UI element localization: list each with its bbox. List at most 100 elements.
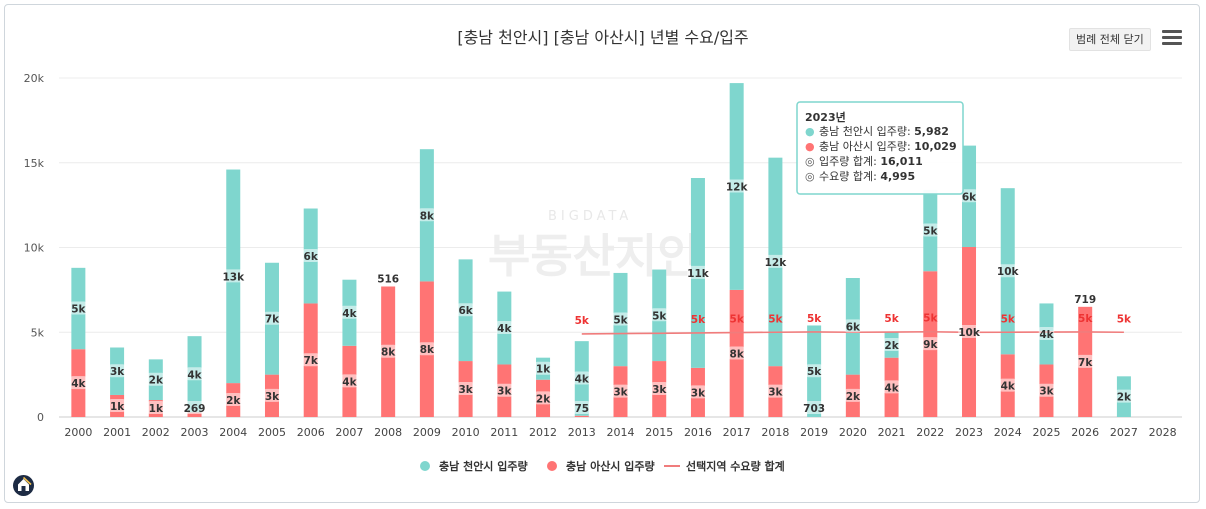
x-tick-label: 2020 bbox=[839, 426, 867, 439]
data-label: 9k bbox=[923, 339, 938, 351]
data-label-bg bbox=[883, 380, 900, 394]
data-label-bg bbox=[535, 391, 551, 405]
demand-label: 5k bbox=[884, 313, 899, 325]
data-label-bg bbox=[457, 303, 474, 317]
data-label: 5k bbox=[807, 366, 822, 378]
data-label-bg bbox=[183, 401, 206, 414]
data-label: 1k bbox=[536, 364, 551, 376]
x-tick-label: 2017 bbox=[723, 426, 751, 439]
x-tick-label: 2010 bbox=[452, 426, 480, 439]
data-label: 8k bbox=[420, 344, 435, 356]
data-label-bg bbox=[186, 367, 203, 381]
data-label-bg bbox=[148, 401, 164, 414]
data-label-bg bbox=[109, 398, 125, 412]
data-label: 75 bbox=[574, 403, 589, 415]
legend-marker bbox=[547, 461, 557, 471]
legend-item[interactable]: 충남 아산시 입주량 bbox=[547, 459, 655, 473]
x-tick-label: 2000 bbox=[64, 426, 92, 439]
demand-label: 5k bbox=[1001, 313, 1016, 325]
x-tick-label: 2004 bbox=[219, 426, 247, 439]
x-tick-label: 2022 bbox=[916, 426, 944, 439]
data-label-bg bbox=[496, 383, 513, 397]
data-label-bg bbox=[574, 401, 590, 414]
data-label-bg bbox=[728, 346, 745, 360]
data-label-bg bbox=[651, 382, 667, 396]
data-label-bg bbox=[303, 353, 319, 367]
data-label: 3k bbox=[1039, 386, 1054, 398]
bar-asan-2003 bbox=[187, 412, 202, 417]
demand-label: 5k bbox=[575, 315, 590, 327]
data-label: 1k bbox=[110, 401, 125, 413]
data-label: 11k bbox=[687, 268, 710, 280]
data-label: 4k bbox=[1001, 381, 1016, 393]
x-tick-label: 2001 bbox=[103, 426, 131, 439]
data-label-bg bbox=[1038, 326, 1055, 340]
data-label-bg bbox=[958, 325, 980, 339]
y-tick-label: 15k bbox=[24, 157, 45, 170]
data-label-bg bbox=[264, 311, 280, 325]
data-label-bg bbox=[225, 393, 241, 407]
home-icon[interactable] bbox=[13, 475, 34, 496]
tooltip-row: 충남 아산시 입주량: 10,029 bbox=[819, 140, 957, 153]
data-label: 10k bbox=[997, 266, 1020, 278]
y-tick-label: 10k bbox=[24, 242, 45, 255]
data-label-bg bbox=[690, 385, 706, 399]
data-label: 8k bbox=[730, 348, 745, 360]
data-label-bg bbox=[803, 401, 825, 414]
data-label: 12k bbox=[726, 181, 749, 193]
tooltip-row: 수요량 합계: 4,995 bbox=[819, 170, 915, 183]
data-label-bg bbox=[535, 361, 551, 375]
data-label: 10k bbox=[958, 327, 981, 339]
data-label-bg bbox=[806, 364, 822, 378]
data-label: 2k bbox=[536, 393, 551, 405]
x-tick-label: 2002 bbox=[142, 426, 170, 439]
tooltip-marker: ● bbox=[805, 125, 815, 138]
data-label-bg bbox=[922, 337, 938, 351]
data-label: 6k bbox=[304, 251, 319, 263]
data-label-bg bbox=[612, 384, 629, 398]
data-label: 2k bbox=[1117, 392, 1132, 404]
x-tick-label: 2011 bbox=[490, 426, 518, 439]
data-label: 2k bbox=[149, 375, 164, 387]
legend-item[interactable]: 충남 천안시 입주량 bbox=[420, 459, 528, 473]
data-label: 3k bbox=[265, 391, 280, 403]
data-label-bg bbox=[883, 337, 900, 351]
data-label: 7k bbox=[304, 355, 319, 367]
data-label-bg bbox=[496, 321, 513, 335]
data-label-bg bbox=[380, 344, 396, 358]
data-label: 12k bbox=[765, 257, 788, 269]
legend-item[interactable]: 선택지역 수요량 합계 bbox=[664, 459, 785, 473]
data-label: 13k bbox=[222, 271, 245, 283]
data-label: 7k bbox=[1078, 357, 1093, 369]
data-label: 3k bbox=[110, 366, 125, 378]
data-label: 2k bbox=[846, 391, 861, 403]
x-tick-label: 2027 bbox=[1110, 426, 1138, 439]
legend-toggle-button[interactable]: 범례 전체 닫기 bbox=[1069, 28, 1151, 51]
x-tick-label: 2023 bbox=[955, 426, 983, 439]
legend-label: 충남 아산시 입주량 bbox=[566, 459, 655, 473]
data-label: 4k bbox=[1039, 329, 1054, 341]
watermark-sub-text: BIGDATA bbox=[548, 209, 632, 224]
data-label-bg bbox=[961, 189, 977, 203]
demand-label: 5k bbox=[807, 313, 822, 325]
data-label-bg bbox=[574, 371, 590, 385]
data-label-bg bbox=[1077, 354, 1093, 368]
tooltip-marker: ◎ bbox=[805, 170, 815, 183]
data-label-bg bbox=[767, 384, 784, 398]
data-label: 4k bbox=[342, 308, 357, 320]
y-tick-label: 20k bbox=[24, 72, 45, 85]
x-tick-label: 2007 bbox=[335, 426, 363, 439]
data-label: 4k bbox=[497, 323, 512, 335]
y-tick-label: 0 bbox=[37, 411, 44, 424]
data-label: 3k bbox=[768, 387, 783, 399]
x-tick-label: 2018 bbox=[761, 426, 789, 439]
data-label: 4k bbox=[884, 382, 899, 394]
watermark: BIGDATA 부동산지인 bbox=[488, 209, 700, 283]
data-label: 6k bbox=[846, 321, 861, 333]
x-tick-label: 2003 bbox=[181, 426, 209, 439]
data-label: 4k bbox=[342, 376, 357, 388]
x-tick-label: 2015 bbox=[645, 426, 673, 439]
hamburger-menu-icon[interactable] bbox=[1162, 30, 1182, 46]
data-label: 5k bbox=[923, 226, 938, 238]
data-label-bg bbox=[222, 269, 245, 283]
